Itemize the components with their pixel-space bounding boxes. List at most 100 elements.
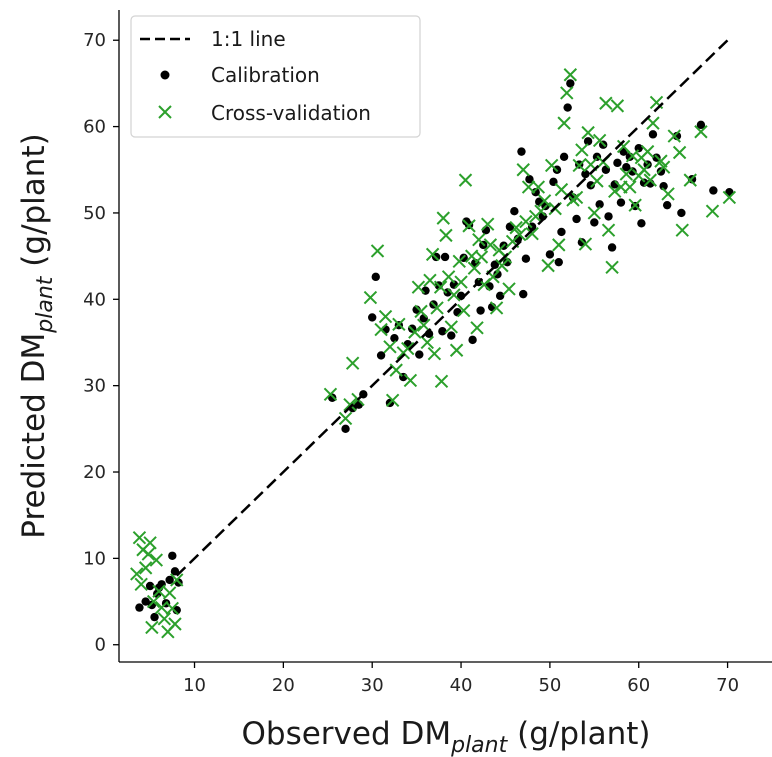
- calibration-point: [637, 219, 646, 228]
- y-tick-label: 70: [83, 30, 106, 51]
- cross-validation-point: [661, 187, 675, 201]
- cross-validation-point: [563, 68, 578, 82]
- calibration-point: [572, 214, 581, 224]
- cross-validation-point: [628, 198, 642, 212]
- y-tick-label: 10: [83, 548, 106, 569]
- cross-validation-point: [569, 190, 584, 205]
- cross-validation-point: [667, 129, 681, 143]
- calibration-point: [607, 243, 617, 252]
- calibration-point: [634, 143, 643, 153]
- cross-validation-point: [436, 211, 450, 225]
- cross-validation-point: [544, 158, 559, 173]
- x-tick-label: 60: [627, 675, 650, 696]
- cross-validation-point: [383, 340, 397, 354]
- calibration-point: [371, 272, 380, 282]
- cross-validation-point: [640, 144, 655, 159]
- cross-validation-point: [363, 290, 378, 305]
- cross-validation-point: [374, 322, 388, 337]
- cross-validation-point: [537, 194, 552, 208]
- calibration-point: [648, 130, 658, 139]
- calibration-point: [590, 218, 599, 227]
- cross-validation-point: [145, 620, 159, 635]
- cross-validation-point: [656, 160, 671, 174]
- cross-validation-point: [134, 577, 148, 591]
- calibration-point: [165, 575, 174, 585]
- cross-validation-point: [605, 260, 619, 275]
- cross-validation-point: [705, 204, 720, 218]
- cross-validation-point: [525, 226, 539, 241]
- cross-validation-point: [509, 220, 523, 235]
- cross-validation-point: [138, 561, 153, 575]
- calibration-point: [581, 169, 590, 179]
- calibration-point: [440, 252, 450, 262]
- calibration-point: [168, 551, 177, 560]
- cross-validation-point: [389, 363, 403, 377]
- cross-validation-point: [385, 393, 400, 408]
- calibration-point: [566, 79, 575, 88]
- cross-validation-point: [444, 320, 458, 334]
- cross-validation-point: [427, 346, 442, 361]
- legend-dot-swatch: [160, 70, 170, 80]
- cross-validation-point: [403, 373, 418, 388]
- cross-validation-point: [449, 343, 464, 357]
- calibration-point: [517, 147, 526, 156]
- cross-validation-point: [420, 335, 434, 350]
- cross-validation-point: [521, 180, 536, 194]
- y-axis-ticks: 0 10 20 30 40 50 60 70: [83, 30, 119, 656]
- cross-validation-point: [483, 238, 498, 252]
- cross-validation-point: [462, 219, 476, 233]
- cross-validation-point: [452, 254, 466, 269]
- calibration-point: [521, 254, 531, 263]
- cross-validation-point: [575, 143, 589, 157]
- calibration-point: [545, 250, 555, 259]
- cross-validation-point: [590, 174, 604, 188]
- cross-validation-point: [152, 584, 166, 598]
- calibration-point: [438, 327, 447, 336]
- legend-label-1-1-line: 1:1 line: [211, 27, 286, 51]
- cross-validation-point: [323, 387, 338, 401]
- x-tick-label: 10: [183, 675, 206, 696]
- cross-validation-point: [343, 397, 357, 412]
- cross-validation-point: [512, 227, 527, 242]
- y-axis-title: Predicted DMplant (g/plant): [16, 133, 58, 538]
- cross-validation-point: [434, 374, 449, 389]
- cross-validation-point: [457, 303, 471, 318]
- cross-validation-point: [414, 304, 428, 319]
- cross-validation-point: [694, 125, 708, 139]
- calibration-point: [622, 162, 631, 172]
- cross-validation-point: [581, 125, 595, 140]
- cross-validation-point: [592, 133, 607, 148]
- calibration-point: [412, 305, 421, 314]
- cross-validation-point: [474, 250, 489, 264]
- calibration-point: [595, 200, 604, 209]
- cross-validation-point: [154, 600, 169, 615]
- calibration-point: [476, 306, 485, 315]
- y-tick-label: 30: [83, 376, 106, 397]
- cross-validation-point: [480, 217, 495, 231]
- calibration-point: [709, 186, 718, 195]
- cross-validation-point: [141, 547, 156, 561]
- calibration-point: [662, 200, 672, 210]
- calibration-point: [616, 198, 626, 207]
- cross-validation-point: [637, 163, 651, 177]
- cross-validation-point: [683, 173, 697, 187]
- cross-validation-point: [378, 309, 393, 324]
- cross-validation-point: [149, 553, 164, 567]
- calibration-point: [341, 424, 350, 434]
- cross-validation-point: [401, 341, 415, 356]
- calibration-point: [525, 175, 534, 184]
- legend-label-calibration: Calibration: [211, 63, 320, 87]
- calibration-point: [376, 351, 386, 360]
- cross-validation-point: [458, 173, 473, 187]
- calibration-point: [172, 605, 181, 615]
- calibration-point: [696, 120, 706, 130]
- cross-validation-point: [470, 321, 484, 335]
- cross-validation-point: [165, 601, 180, 616]
- cross-validation-point: [495, 258, 509, 273]
- legend-x-swatch: [158, 105, 172, 119]
- cross-validation-point: [170, 573, 184, 587]
- calibration-point: [672, 131, 682, 141]
- cross-validation-point: [130, 567, 144, 581]
- cross-validation-point: [599, 96, 613, 110]
